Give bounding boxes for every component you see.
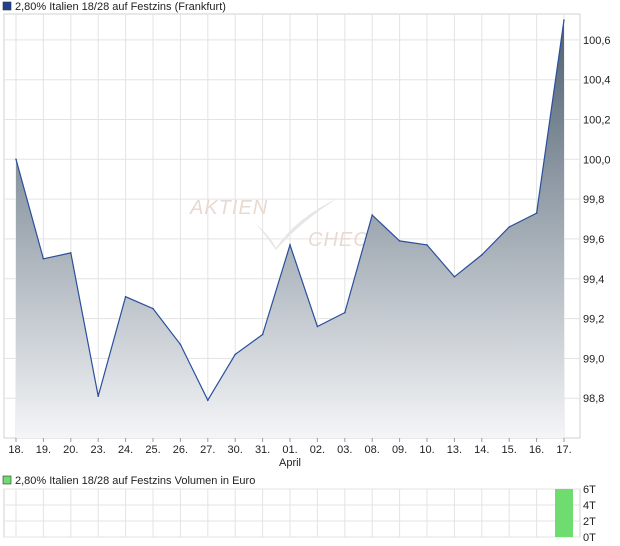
volume-y-tick-label: 0T (583, 532, 596, 544)
price-y-tick-label: 99,0 (583, 353, 604, 365)
x-tick-label: 09. (392, 444, 407, 456)
price-data-point (179, 343, 182, 346)
x-tick-label: 08. (365, 444, 380, 456)
x-tick-label: 14. (474, 444, 489, 456)
x-tick-label: 20. (63, 444, 78, 456)
x-tick-label: 13. (447, 444, 462, 456)
volume-y-axis: 0T 2T 4T 6T (583, 484, 596, 544)
x-tick-label: 02. (310, 444, 325, 456)
watermark-checkmark-icon (256, 198, 338, 250)
price-data-point (398, 240, 401, 242)
price-data-point (42, 258, 45, 260)
price-data-point (344, 311, 346, 314)
x-tick-label: 23. (91, 444, 106, 456)
x-tick-label: 27. (200, 444, 215, 456)
watermark-text-top: AKTIEN (189, 197, 268, 219)
price-data-point (426, 244, 428, 246)
price-y-tick-label: 100,2 (583, 115, 611, 127)
x-tick-label: 31. (255, 444, 270, 456)
price-data-point (563, 19, 565, 21)
volume-bars (555, 489, 573, 537)
volume-y-tick-label: 4T (583, 500, 596, 512)
price-area-fill (16, 20, 564, 438)
price-legend-swatch (2, 1, 12, 11)
volume-chart: 0T 2T 4T 6T (3, 484, 596, 544)
x-tick-label: 10. (419, 444, 434, 456)
price-y-axis: 98,8 99,0 99,2 99,4 99,6 99,8 100,0 100,2 100,4 1… (583, 35, 611, 405)
volume-y-tick-label: 2T (583, 516, 596, 528)
price-y-tick-label: 100,0 (583, 154, 611, 166)
price-y-tick-label: 100,6 (583, 35, 611, 47)
x-tick-label: 25. (145, 444, 160, 456)
month-label-april: April (279, 457, 301, 469)
price-data-point (453, 276, 456, 278)
price-y-tick-label: 99,6 (583, 234, 604, 246)
price-data-point (234, 353, 236, 356)
x-tick-label: 01. (282, 444, 297, 456)
price-y-tick-label: 99,2 (583, 314, 604, 326)
x-tick-label: 24. (118, 444, 133, 456)
volume-y-tick-label: 6T (583, 484, 596, 496)
volume-legend-label: 2,80% Italien 18/28 auf Festzins Volumen… (15, 475, 255, 487)
price-data-point (207, 399, 209, 402)
volume-gridlines (4, 488, 580, 538)
price-data-point (481, 254, 483, 256)
x-tick-label: 30. (228, 444, 243, 456)
price-data-point (261, 333, 264, 336)
price-y-tick-label: 100,4 (583, 75, 611, 87)
x-tick-label: 26. (173, 444, 188, 456)
x-axis: 18. 19. 20. 23. 24. 25. 26. 27. 30. 31. 01. 02. 03. 0… (8, 438, 572, 456)
price-data-point (371, 214, 374, 216)
x-tick-label: 18. (8, 444, 23, 456)
price-data-point (508, 226, 511, 228)
price-data-point (535, 212, 538, 214)
price-y-tick-label: 99,8 (583, 194, 604, 206)
x-tick-label: 03. (337, 444, 352, 456)
price-y-tick-label: 99,4 (583, 274, 604, 286)
price-data-point (316, 325, 319, 328)
x-tick-label: 15. (502, 444, 517, 456)
price-data-point (124, 295, 127, 298)
volume-legend-swatch (2, 475, 12, 485)
price-data-point (289, 244, 291, 246)
volume-bar (555, 489, 573, 537)
price-data-point (15, 158, 17, 161)
volume-plot-frame (3, 488, 581, 538)
price-y-tick-label: 98,8 (583, 393, 604, 405)
price-legend-label: 2,80% Italien 18/28 auf Festzins (Frankf… (15, 1, 226, 13)
x-tick-label: 16. (529, 444, 544, 456)
price-data-point (97, 395, 99, 398)
price-data-point (70, 252, 72, 254)
x-tick-label: 19. (36, 444, 51, 456)
x-tick-label: 17. (556, 444, 571, 456)
price-data-point (152, 307, 154, 310)
price-chart: AKTIEN CHECK 98,899,099,299,499,699,8100… (3, 13, 611, 469)
